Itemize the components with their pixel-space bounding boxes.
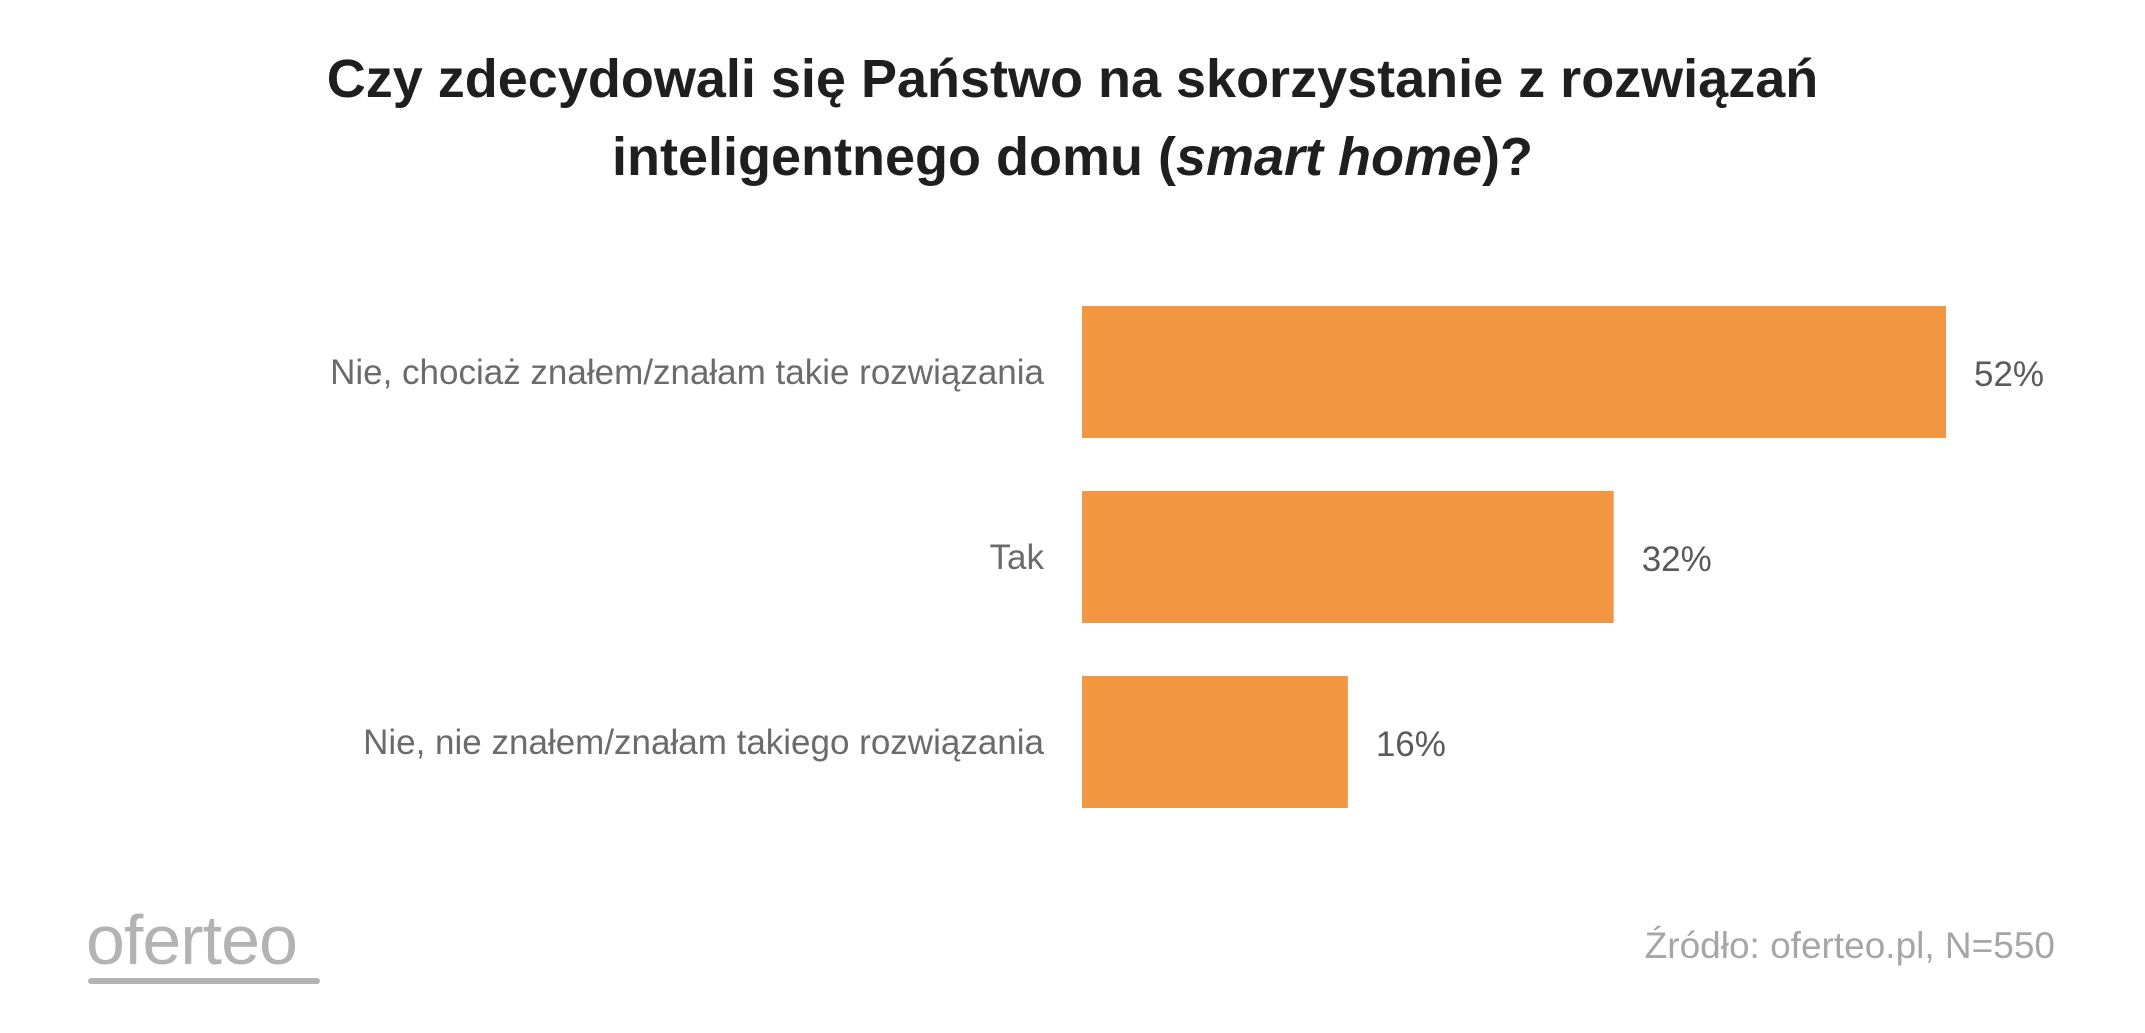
bar-2 — [1082, 491, 1614, 623]
logo-underline — [88, 978, 320, 984]
bar-1 — [1082, 306, 1946, 438]
chart-title-prefix: inteligentnego domu ( — [611, 127, 1176, 187]
value-label-1: 52% — [1974, 355, 2044, 394]
chart-title-italic: smart home — [1175, 127, 1483, 187]
chart-title-suffix: )? — [1482, 127, 1534, 187]
oferteo-logo: oferteo — [86, 901, 298, 979]
bar-3 — [1082, 676, 1348, 808]
chart-title-line-1: Czy zdecydowali się Państwo na skorzysta… — [326, 49, 1819, 109]
category-label-3: Nie, nie znałem/znałam takiego rozwiązan… — [363, 723, 1044, 762]
category-label-2: Tak — [990, 538, 1045, 577]
value-label-2: 32% — [1642, 540, 1712, 579]
category-label-1: Nie, chociaż znałem/znałam takie rozwiąz… — [330, 353, 1044, 392]
chart-title-line-2: inteligentnego domu (smart home)? — [0, 118, 2145, 196]
value-label-3: 16% — [1376, 725, 1446, 764]
source-note: Źródło: oferteo.pl, N=550 — [1644, 925, 2055, 966]
chart-title: Czy zdecydowali się Państwo na skorzysta… — [0, 40, 2145, 196]
